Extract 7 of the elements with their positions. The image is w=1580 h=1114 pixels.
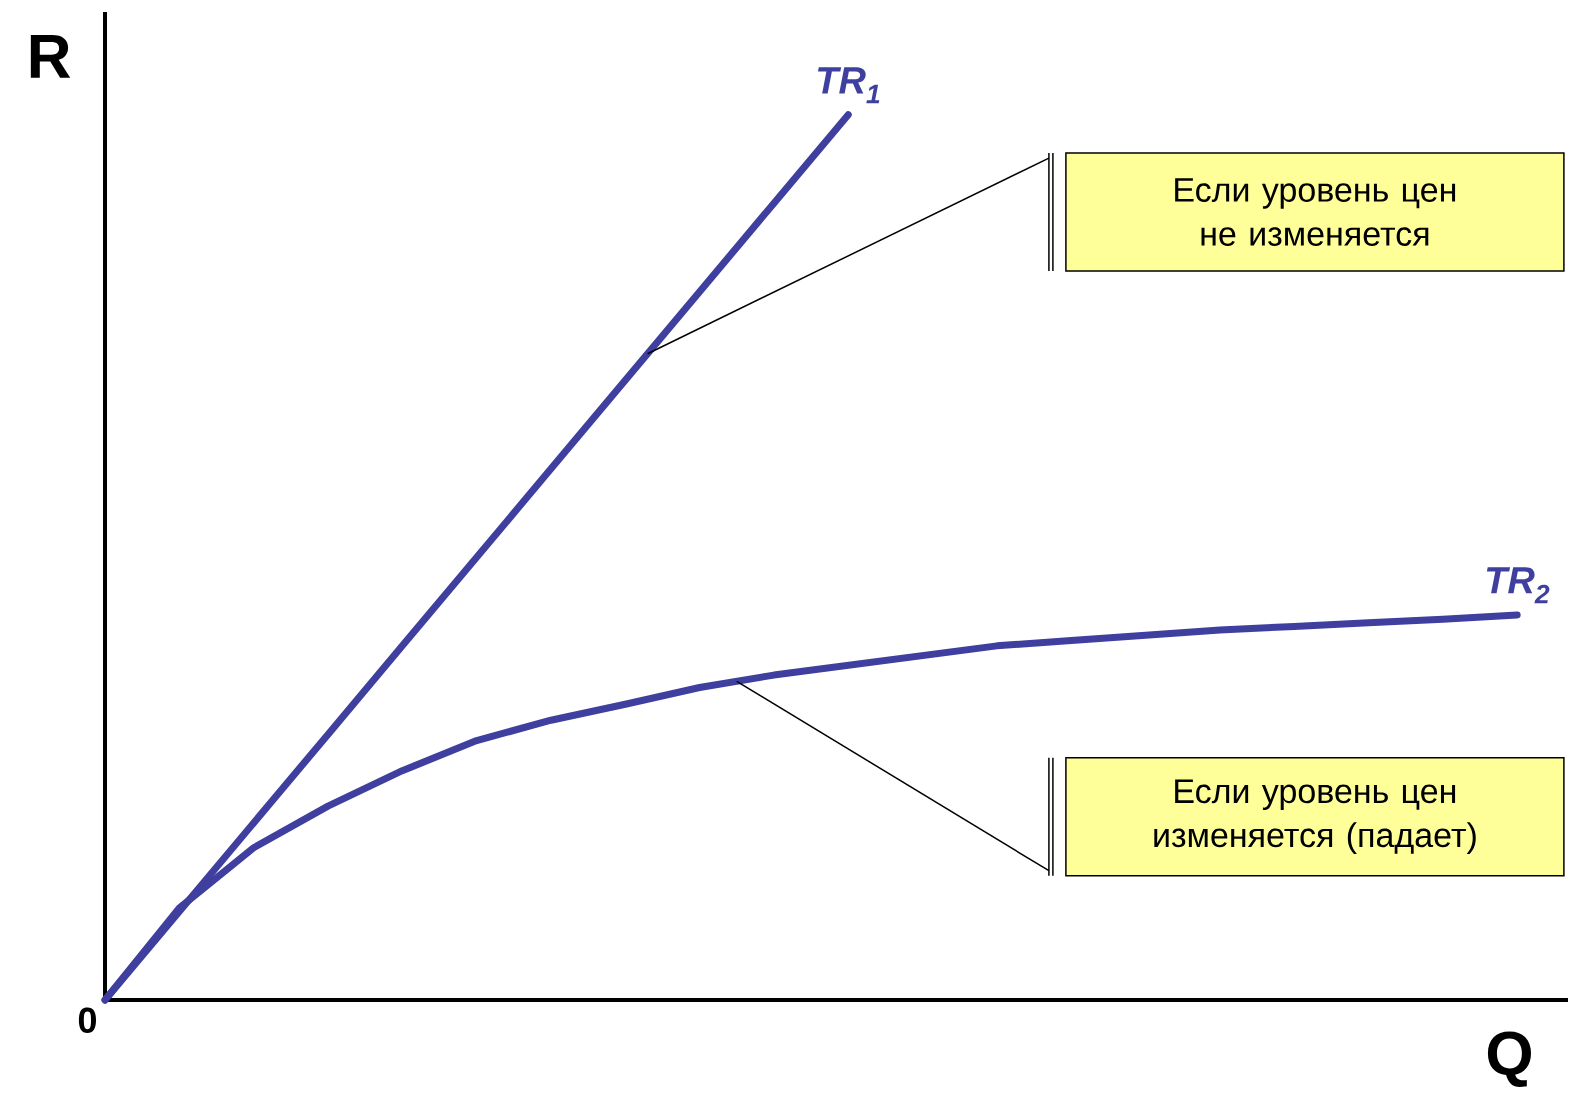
- y-axis-title: R: [30, 35, 71, 78]
- text: 0: [78, 1007, 96, 1033]
- x-axis-title: Q: [1487, 1031, 1531, 1088]
- series-label: TR$_{1}$: [817, 67, 880, 104]
- annotation: Если уровень цен изменяется (падает): [1154, 779, 1476, 854]
- annotation: Если уровень цен не изменяется: [1175, 178, 1456, 246]
- series-label: TR$_{2}$: [1486, 567, 1550, 604]
